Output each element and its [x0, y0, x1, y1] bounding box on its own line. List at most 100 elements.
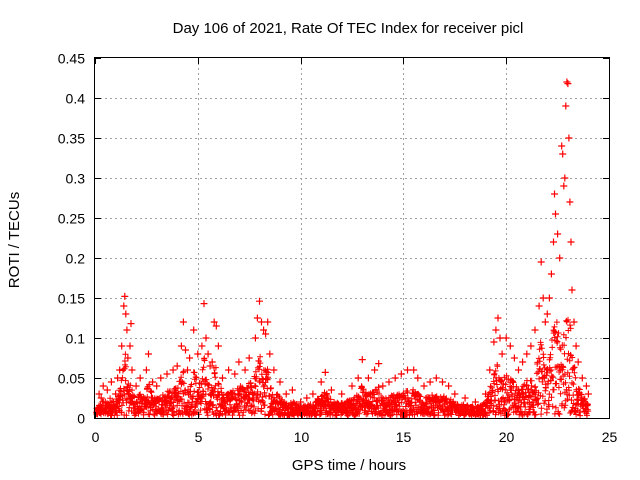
axis-ticks [95, 58, 610, 419]
data-point [364, 374, 372, 382]
data-point [385, 378, 393, 386]
data-point [128, 366, 136, 374]
x-tick-label: 25 [602, 429, 618, 445]
data-point [225, 366, 233, 374]
data-point [510, 354, 518, 362]
data-point [397, 370, 405, 378]
data-point [245, 354, 253, 362]
data-point [184, 366, 191, 374]
data-point [379, 382, 387, 390]
data-point [486, 366, 494, 374]
data-point [116, 366, 124, 374]
data-point [202, 334, 210, 342]
data-point [578, 374, 586, 382]
data-point [253, 314, 261, 322]
data-point [127, 320, 135, 328]
data-point [375, 360, 383, 368]
x-tick-label: 10 [294, 429, 310, 445]
data-point [426, 378, 434, 386]
data-point [523, 350, 531, 358]
data-point [439, 378, 446, 386]
data-point [391, 374, 399, 382]
data-point [118, 342, 126, 350]
data-point [231, 370, 239, 378]
data-point [264, 318, 272, 326]
data-point [153, 382, 161, 390]
data-point [543, 310, 551, 318]
data-point [515, 366, 522, 374]
data-point [541, 318, 549, 326]
data-point [358, 356, 366, 364]
data-point [327, 386, 335, 394]
data-point [126, 342, 134, 350]
data-point [552, 210, 559, 218]
data-point [556, 254, 564, 262]
data-point [276, 378, 284, 386]
data-point [145, 350, 152, 358]
data-point [321, 368, 329, 376]
data-point [494, 314, 502, 322]
y-tick-label: 0.4 [66, 91, 86, 107]
data-point [206, 362, 214, 370]
data-point [101, 398, 109, 406]
grid-lines [95, 58, 609, 418]
plot-frame [94, 57, 610, 419]
data-point [414, 374, 422, 382]
data-point [121, 292, 129, 300]
data-point [551, 190, 558, 198]
data-point [371, 366, 379, 374]
data-point [260, 326, 268, 334]
y-tick-label: 0 [77, 411, 85, 427]
data-point [204, 350, 212, 358]
data-point [558, 142, 566, 150]
y-tick-label: 0.35 [58, 131, 85, 147]
data-point [107, 378, 115, 386]
data-point [103, 386, 111, 394]
data-point [445, 382, 453, 390]
data-point [550, 238, 557, 246]
data-point [266, 350, 274, 358]
data-point [179, 318, 187, 326]
data-point [582, 382, 590, 390]
data-point [210, 318, 218, 326]
data-point [568, 286, 576, 294]
x-tick-label: 5 [195, 429, 203, 445]
data-point [256, 297, 263, 305]
data-point [490, 338, 498, 346]
data-point [219, 374, 226, 382]
data-point [149, 378, 157, 386]
x-tick-label: 0 [92, 429, 100, 445]
data-point [539, 294, 547, 302]
data-point [212, 322, 220, 330]
data-point [563, 78, 571, 86]
data-point [545, 294, 553, 302]
data-point [288, 386, 296, 394]
x-axis-label: GPS time / hours [292, 457, 406, 474]
data-point [537, 258, 545, 266]
data-point [97, 394, 105, 402]
data-point [136, 374, 144, 382]
data-point [173, 362, 181, 370]
data-point [208, 358, 216, 366]
data-point [572, 342, 580, 350]
data-point [565, 134, 573, 142]
y-tick-label: 0.05 [58, 371, 85, 387]
data-point [567, 238, 575, 246]
data-point [163, 370, 171, 378]
data-point [559, 150, 567, 158]
data-point [492, 326, 500, 334]
y-tick-label: 0.25 [58, 211, 85, 227]
y-tick-label: 0.15 [58, 291, 85, 307]
data-points [93, 78, 592, 412]
y-tick-label: 0.45 [58, 51, 85, 67]
data-point [124, 354, 132, 362]
x-tick-label: 20 [499, 429, 515, 445]
data-point [112, 390, 120, 398]
data-point [561, 174, 569, 182]
data-point [122, 310, 130, 318]
data-point [132, 382, 140, 390]
data-point [471, 398, 479, 406]
dense-points-layer [93, 316, 592, 419]
data-point [190, 326, 198, 334]
data-point [562, 102, 570, 110]
